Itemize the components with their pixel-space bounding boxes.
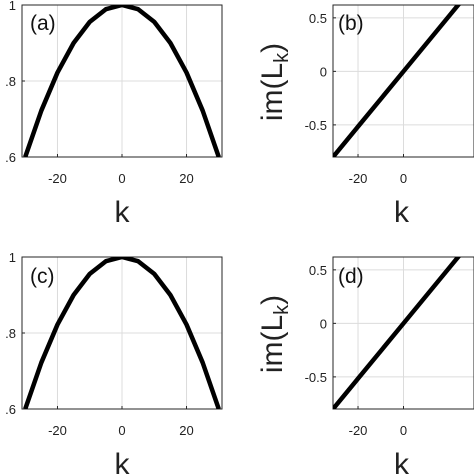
y-tick-label: .8 — [5, 326, 16, 341]
y-tick-label: 0 — [320, 64, 327, 79]
x-tick-label: 0 — [400, 171, 407, 186]
panel-c: -20 0 20 .6 .8 1 (c) k — [5, 250, 223, 474]
x-tick-label: 20 — [179, 171, 193, 186]
y-tick-label: .8 — [5, 74, 16, 89]
panel-label: (b) — [338, 12, 364, 35]
y-tick-label: .6 — [5, 402, 16, 417]
x-tick-label: -20 — [349, 171, 368, 186]
x-axis-label: k — [394, 196, 410, 229]
series-line — [23, 257, 221, 409]
x-tick-label: 0 — [118, 171, 125, 186]
y-tick-label: -0.5 — [305, 370, 327, 385]
y-axis-label: im(Lk) — [256, 43, 293, 121]
x-axis-label: k — [394, 448, 410, 474]
y-tick-label: .6 — [5, 150, 16, 165]
y-tick-label: 0.5 — [309, 11, 327, 26]
x-tick-label: -20 — [48, 423, 67, 438]
x-tick-label: 0 — [400, 423, 407, 438]
panel-label: (d) — [338, 265, 364, 288]
panel-d: -20 0 0.5 0 -0.5 (d) k im(Lk) — [256, 256, 474, 474]
y-tick-label: 1 — [9, 250, 16, 265]
x-axis-label: k — [115, 448, 131, 474]
y-tick-label: 0.5 — [309, 263, 327, 278]
panel-label: (a) — [30, 12, 56, 35]
y-tick-label: 1 — [9, 0, 16, 13]
series-line — [333, 257, 462, 409]
x-tick-label: 0 — [118, 423, 125, 438]
panel-label: (c) — [30, 265, 55, 288]
panel-a: -20 0 20 .6 .8 1 (a) k — [5, 0, 223, 229]
panel-b: -20 0 0.5 0 -0.5 (b) k im(Lk) — [256, 4, 474, 229]
x-tick-label: -20 — [349, 423, 368, 438]
y-axis-label: im(Lk) — [256, 295, 293, 373]
x-tick-label: -20 — [48, 171, 67, 186]
series-line — [23, 5, 221, 157]
x-tick-label: 20 — [179, 423, 193, 438]
y-tick-label: 0 — [320, 316, 327, 331]
series-line — [333, 5, 462, 157]
x-axis-label: k — [115, 196, 131, 229]
y-tick-label: -0.5 — [305, 118, 327, 133]
